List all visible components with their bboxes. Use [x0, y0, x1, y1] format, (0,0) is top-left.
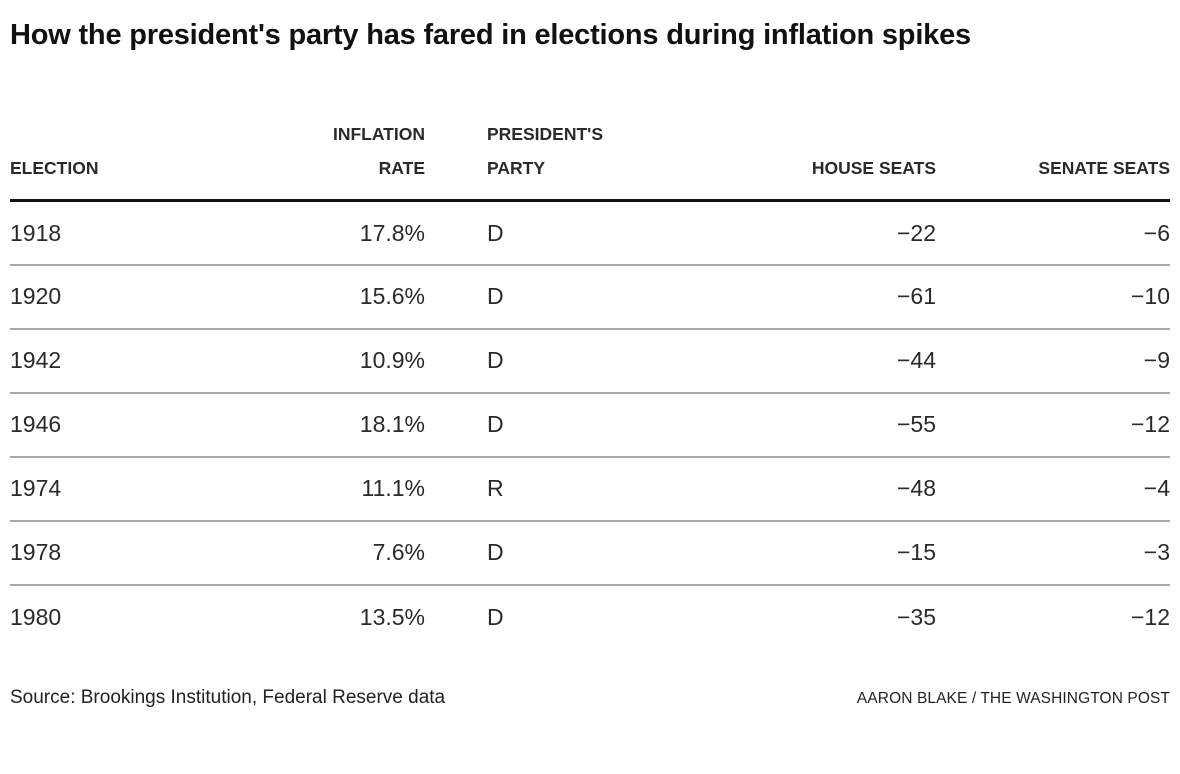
cell-presidents-party: D — [425, 264, 675, 330]
column-header-senate-seats: SENATE SEATS — [936, 117, 1170, 203]
table-row: 1946 18.1% D −55 −12 — [10, 392, 1170, 458]
byline-credit: AARON BLAKE / THE WASHINGTON POST — [856, 689, 1170, 707]
column-header-presidents-party: PRESIDENT'S PARTY — [425, 117, 675, 203]
cell-presidents-party: D — [425, 328, 675, 394]
cell-presidents-party: D — [425, 520, 675, 586]
page-title: How the president's party has fared in e… — [10, 19, 971, 51]
cell-house-seats: −55 — [675, 392, 936, 458]
cell-presidents-party: D — [425, 392, 675, 458]
cell-senate-seats: −12 — [936, 392, 1170, 458]
cell-presidents-party: D — [425, 200, 675, 266]
inflation-elections-table: ELECTION INFLATION RATE PRESIDENT'S PART… — [10, 117, 1170, 649]
cell-house-seats: −15 — [675, 520, 936, 586]
cell-inflation-rate: 18.1% — [200, 392, 425, 458]
cell-presidents-party: D — [487, 603, 504, 630]
cell-election: 1974 — [10, 456, 200, 522]
table-row: 1942 10.9% D −44 −9 — [10, 328, 1170, 394]
table-row: 1920 15.6% D −61 −10 — [10, 264, 1170, 330]
cell-senate-seats: −12 — [1130, 603, 1170, 630]
cell-inflation-rate: 15.6% — [200, 264, 425, 330]
cell-inflation-rate: 13.5% — [359, 603, 425, 630]
footer: Source: Brookings Institution, Federal R… — [10, 687, 1170, 709]
cell-senate-seats: −6 — [936, 200, 1170, 266]
table-row: 1980 13.5% D −35 −12 — [10, 585, 1170, 649]
table-row: 1978 7.6% D −15 −3 — [10, 520, 1170, 586]
cell-presidents-party: R — [425, 456, 675, 522]
cell-election: 1980 — [10, 603, 62, 630]
cell-election: 1978 — [10, 520, 200, 586]
column-header-election: ELECTION — [10, 117, 200, 203]
cell-inflation-rate: 10.9% — [200, 328, 425, 394]
column-header-house-seats: HOUSE SEATS — [675, 117, 936, 203]
cell-house-seats: −35 — [896, 603, 936, 630]
source-note: Source: Brookings Institution, Federal R… — [10, 686, 446, 708]
cell-senate-seats: −3 — [936, 520, 1170, 586]
cell-senate-seats: −9 — [936, 328, 1170, 394]
header-row: ELECTION INFLATION RATE PRESIDENT'S PART… — [10, 117, 1170, 203]
table-row: 1918 17.8% D −22 −6 — [10, 200, 1170, 266]
graphic-container: How the president's party has fared in e… — [10, 19, 1170, 709]
cell-election: 1946 — [10, 392, 200, 458]
cell-house-seats: −61 — [675, 264, 936, 330]
cell-house-seats: −48 — [675, 456, 936, 522]
cell-inflation-rate: 11.1% — [200, 456, 425, 522]
table-header: ELECTION INFLATION RATE PRESIDENT'S PART… — [10, 117, 1170, 203]
cell-inflation-rate: 7.6% — [200, 520, 425, 586]
table-body: 1918 17.8% D −22 −6 1920 15.6% D −61 −10… — [10, 200, 1170, 649]
cell-house-seats: −44 — [675, 328, 936, 394]
cell-inflation-rate: 17.8% — [200, 200, 425, 266]
table-row: 1974 11.1% R −48 −4 — [10, 456, 1170, 522]
cell-house-seats: −22 — [675, 200, 936, 266]
cell-election: 1920 — [10, 264, 200, 330]
cell-senate-seats: −4 — [936, 456, 1170, 522]
cell-election: 1942 — [10, 328, 200, 394]
column-header-inflation-rate: INFLATION RATE — [200, 117, 425, 203]
cell-election: 1918 — [10, 200, 200, 266]
cell-senate-seats: −10 — [936, 264, 1170, 330]
